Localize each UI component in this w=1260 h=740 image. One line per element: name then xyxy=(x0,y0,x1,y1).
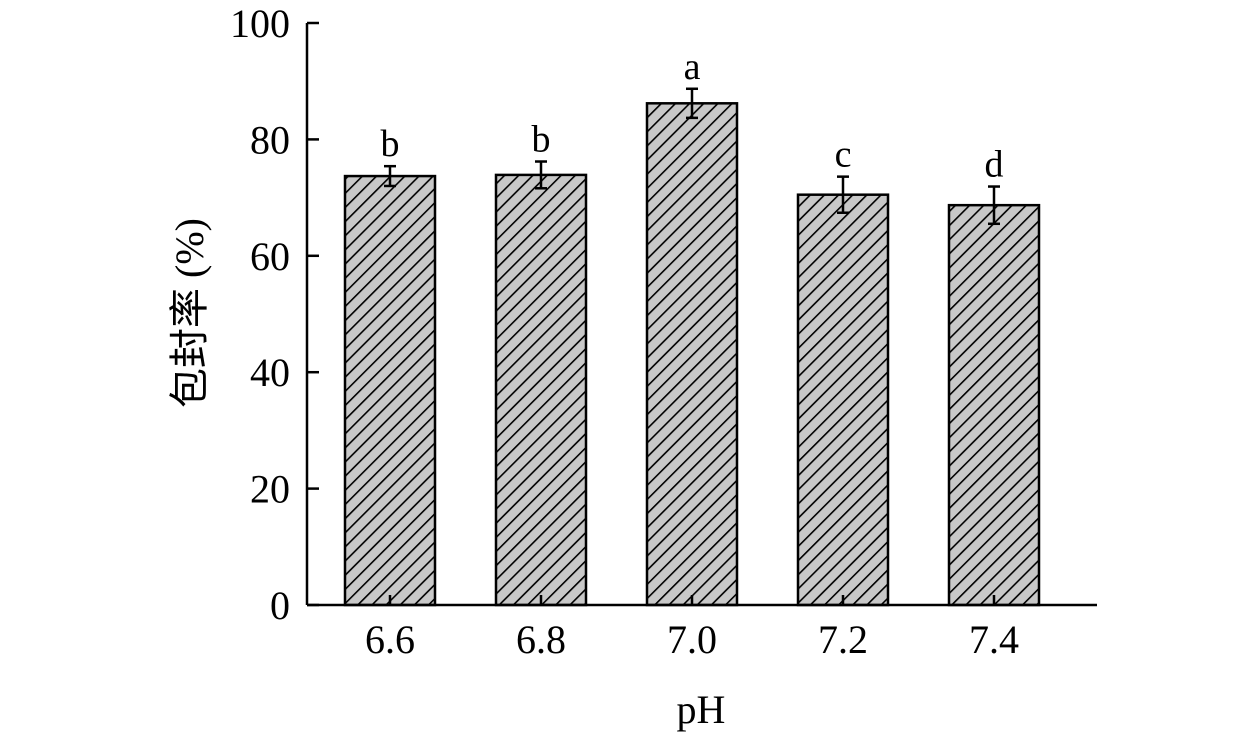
bar xyxy=(947,203,1041,607)
y-tick-label: 0 xyxy=(270,583,290,628)
significance-label: b xyxy=(381,123,400,165)
y-tick-label: 20 xyxy=(250,467,290,512)
bars-layer: b b a c d xyxy=(343,46,1041,607)
significance-label: c xyxy=(835,134,852,176)
significance-label: a xyxy=(684,46,701,88)
y-tick-label: 40 xyxy=(250,350,290,395)
axes-layer xyxy=(305,23,1097,607)
bar xyxy=(343,174,437,607)
x-tick-label: 7.0 xyxy=(667,617,717,662)
x-tick-label: 7.4 xyxy=(969,617,1019,662)
y-axis-title: 包封率 (%) xyxy=(167,218,212,408)
significance-label: d xyxy=(985,144,1004,186)
x-axis-title: pH xyxy=(677,687,726,732)
significance-label: b xyxy=(532,119,551,161)
x-tick-label: 7.2 xyxy=(818,617,868,662)
x-tick-label: 6.8 xyxy=(516,617,566,662)
bar xyxy=(645,102,739,607)
y-tick-label: 80 xyxy=(250,117,290,162)
bar xyxy=(494,173,588,607)
bar xyxy=(796,193,890,607)
x-ticks: 6.6 6.8 7.0 7.2 7.4 xyxy=(365,595,1019,662)
x-tick-label: 6.6 xyxy=(365,617,415,662)
y-ticks: 0 20 40 60 80 100 xyxy=(230,1,319,628)
y-tick-label: 60 xyxy=(250,234,290,279)
y-tick-label: 100 xyxy=(230,1,290,46)
